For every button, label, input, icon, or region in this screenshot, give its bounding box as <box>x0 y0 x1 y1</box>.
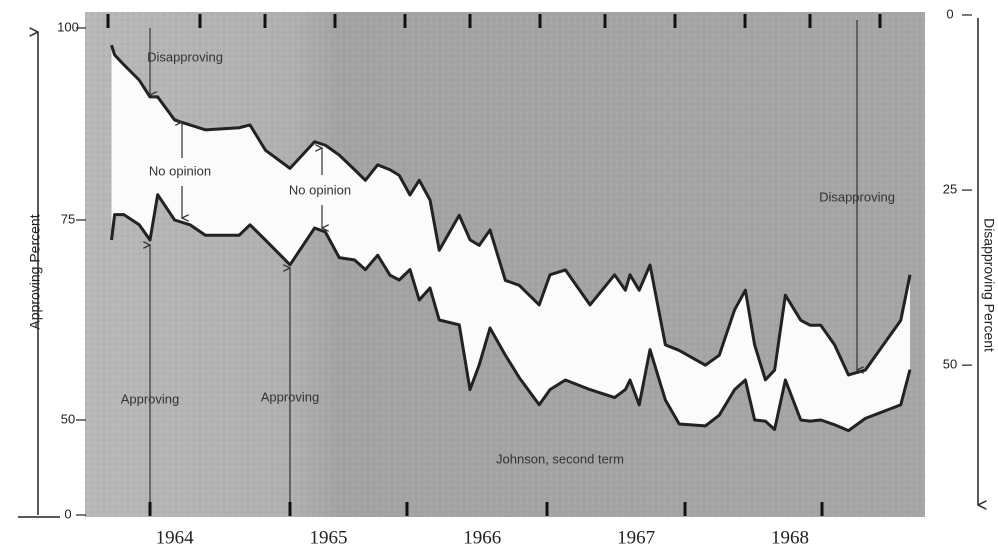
y-tick-label: 0 <box>64 506 71 521</box>
annotation: Disapproving <box>147 49 223 64</box>
y2-tick-label: 0 <box>946 6 953 21</box>
series-line <box>110 44 912 382</box>
y-axis-title: Approving Percent <box>27 214 43 329</box>
x-tick-label: 1965 <box>309 527 347 548</box>
annotation-arrows <box>150 20 857 515</box>
x-tick-label: 1966 <box>463 527 501 548</box>
x-tick-label: 1967 <box>617 527 655 548</box>
annotation: No opinion <box>289 182 351 197</box>
series-line <box>110 193 912 433</box>
plot-texture <box>85 12 925 517</box>
y2-tick-label: 25 <box>943 182 957 197</box>
x-tick-label: 1968 <box>771 527 809 548</box>
y2-tick-label: 50 <box>943 357 957 372</box>
x-tick-label: 1964 <box>156 527 195 548</box>
annotation: Approving <box>121 391 180 406</box>
frame-ticks <box>106 14 882 516</box>
annotation: Disapproving <box>819 189 895 204</box>
y-tick-label: 100 <box>57 19 79 34</box>
annotation: Johnson, second term <box>496 451 624 466</box>
y-tick-label: 75 <box>61 211 75 226</box>
opinion-band <box>111 45 911 431</box>
y-tick-label: 50 <box>61 411 75 426</box>
annotation: No opinion <box>149 163 211 178</box>
y2-axis-title: Disapproving Percent <box>981 218 997 352</box>
annotation: Approving <box>261 389 320 404</box>
